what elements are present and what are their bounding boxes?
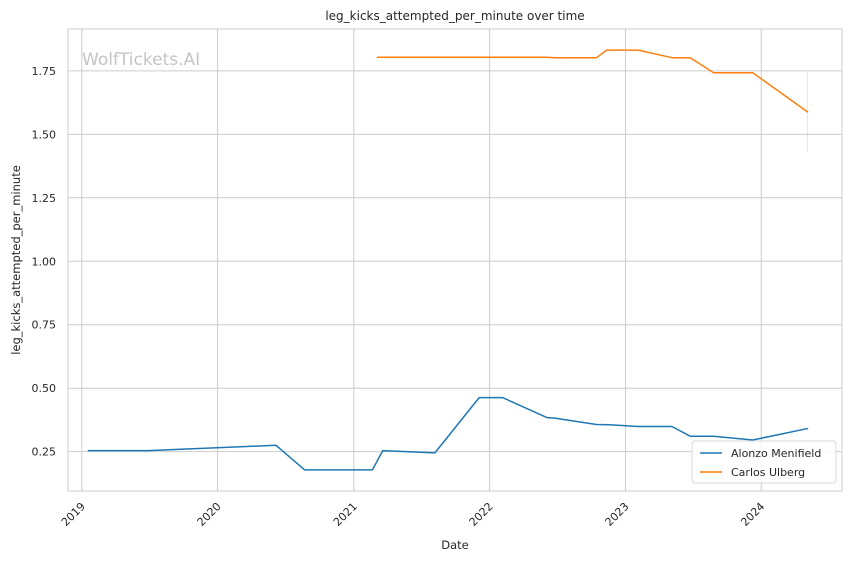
x-axis-label: Date [441, 538, 469, 552]
y-tick-label: 1.25 [32, 192, 57, 205]
series-line [376, 49, 809, 113]
y-tick-label: 1.00 [32, 255, 57, 268]
plot-frame [67, 28, 843, 492]
plot-area [68, 29, 842, 491]
y-tick-label: 0.25 [32, 446, 57, 459]
series-lines [87, 49, 809, 471]
y-tick-label: 0.75 [32, 319, 57, 332]
x-gridlines [81, 29, 762, 491]
y-tick-label: 1.75 [32, 65, 57, 78]
series-line [87, 396, 809, 471]
legend: Alonzo Menifield Carlos Ulberg [691, 440, 837, 484]
legend-label: Carlos Ulberg [731, 466, 805, 479]
legend-box [691, 440, 837, 484]
legend-label: Alonzo Menifield [731, 447, 821, 460]
y-tick-label: 0.50 [32, 382, 57, 395]
y-axis-label: leg_kicks_attempted_per_minute [9, 165, 23, 355]
y-tick-labels: 0.25 0.50 0.75 1.00 1.25 1.50 1.75 [32, 65, 57, 459]
y-tick-label: 1.50 [32, 128, 57, 141]
chart-title: leg_kicks_attempted_per_minute over time [325, 9, 584, 23]
watermark: WolfTickets.AI [82, 50, 200, 70]
